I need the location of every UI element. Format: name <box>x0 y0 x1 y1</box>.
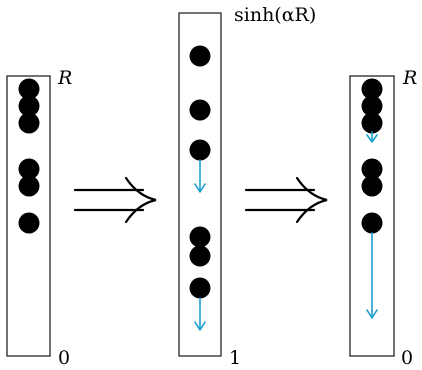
drift-arrow <box>366 232 378 319</box>
drift-arrow <box>194 159 206 193</box>
particle <box>189 277 211 299</box>
panel-middle-box <box>178 12 222 357</box>
particle <box>18 175 40 197</box>
particle <box>189 139 211 161</box>
panel-middle-bottom-label: 1 <box>229 347 241 369</box>
panel-left-bottom-label: 0 <box>58 347 70 369</box>
particle <box>361 95 383 117</box>
panel-right-top-label: R <box>402 67 417 89</box>
panel-left-top-label: R <box>57 67 72 89</box>
panel-right: R 0 <box>349 67 417 369</box>
particle <box>18 212 40 234</box>
particle <box>189 45 211 67</box>
particle <box>361 112 383 134</box>
panel-left: R 0 <box>6 67 72 369</box>
panel-middle: sinh(αR) 1 <box>178 4 316 369</box>
particle <box>189 245 211 267</box>
particle <box>189 226 211 248</box>
particle <box>361 78 383 100</box>
drift-arrow <box>366 131 378 143</box>
particle <box>361 158 383 180</box>
particle <box>18 78 40 100</box>
panel-left-box <box>6 75 51 357</box>
particle <box>18 112 40 134</box>
particle <box>361 175 383 197</box>
particle <box>189 99 211 121</box>
panel-right-box <box>349 75 395 357</box>
implies-arrow-2 <box>244 176 328 224</box>
implies-arrow-1 <box>73 176 157 224</box>
particle <box>361 212 383 234</box>
panel-right-bottom-label: 0 <box>401 347 413 369</box>
particle <box>18 95 40 117</box>
drift-arrow <box>194 297 206 331</box>
panel-middle-top-label: sinh(αR) <box>234 4 316 26</box>
particle <box>18 158 40 180</box>
